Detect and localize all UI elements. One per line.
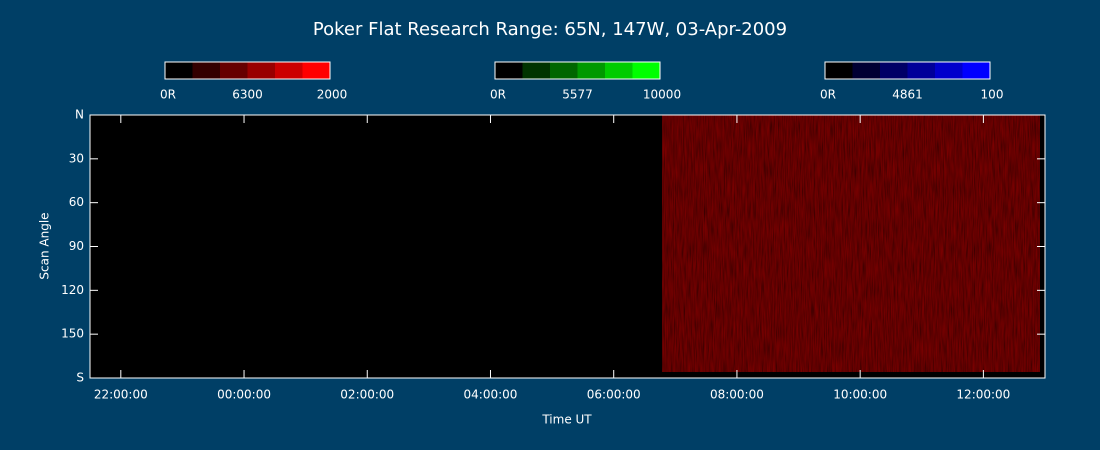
aurora-image (662, 115, 1040, 372)
colorbar-name: 4861 (892, 88, 923, 102)
colorbar-segment (302, 62, 331, 79)
colorbar-segment (247, 62, 276, 79)
colorbar-segment (192, 62, 221, 79)
x-tick-label: 10:00:00 (833, 388, 887, 402)
colorbar-segment (852, 62, 881, 79)
colorbar-segment (522, 62, 551, 79)
colorbar-segment (550, 62, 578, 79)
colorbar-name: 6300 (232, 88, 263, 102)
colorbar-min-label: 0R (820, 88, 836, 102)
colorbar-segment (220, 62, 248, 79)
colorbar-segment (495, 62, 523, 79)
y-tick-label: 120 (61, 283, 84, 297)
colorbar-segment (825, 62, 853, 79)
colorbar-segment (165, 62, 193, 79)
colorbar-frame (494, 61, 661, 80)
colorbar-segment (907, 62, 936, 79)
x-tick-label: 06:00:00 (587, 388, 641, 402)
colorbar-segment (275, 62, 303, 79)
colorbar-segment (962, 62, 991, 79)
colorbar-max-label: 100 (981, 88, 1004, 102)
y-tick-label: 90 (69, 239, 84, 253)
y-tick-label: 30 (69, 151, 84, 165)
colorbar-max-label: 2000 (317, 88, 348, 102)
colorbar-frame (824, 61, 991, 80)
colorbar-segment (632, 62, 661, 79)
y-tick-label: 60 (69, 195, 84, 209)
x-tick-label: 02:00:00 (340, 388, 394, 402)
colorbar-segment (880, 62, 908, 79)
x-axis-label: Time UT (541, 413, 592, 427)
y-axis-label: Scan Angle (38, 212, 52, 279)
colorbar-segment (935, 62, 963, 79)
x-tick-label: 22:00:00 (94, 388, 148, 402)
colorbar-name: 5577 (562, 88, 593, 102)
colorbar-max-label: 10000 (643, 88, 681, 102)
x-tick-label: 00:00:00 (217, 388, 271, 402)
colorbar-segment (605, 62, 633, 79)
y-tick-label: N (75, 108, 84, 122)
x-tick-label: 08:00:00 (710, 388, 764, 402)
y-tick-label: S (76, 371, 84, 385)
colorbar-min-label: 0R (490, 88, 506, 102)
chart-title: Poker Flat Research Range: 65N, 147W, 03… (313, 19, 787, 40)
colorbar-segment (577, 62, 606, 79)
colorbar-frame (164, 61, 331, 80)
colorbar-min-label: 0R (160, 88, 176, 102)
x-tick-label: 12:00:00 (956, 388, 1010, 402)
x-tick-label: 04:00:00 (464, 388, 518, 402)
y-tick-label: 150 (61, 327, 84, 341)
